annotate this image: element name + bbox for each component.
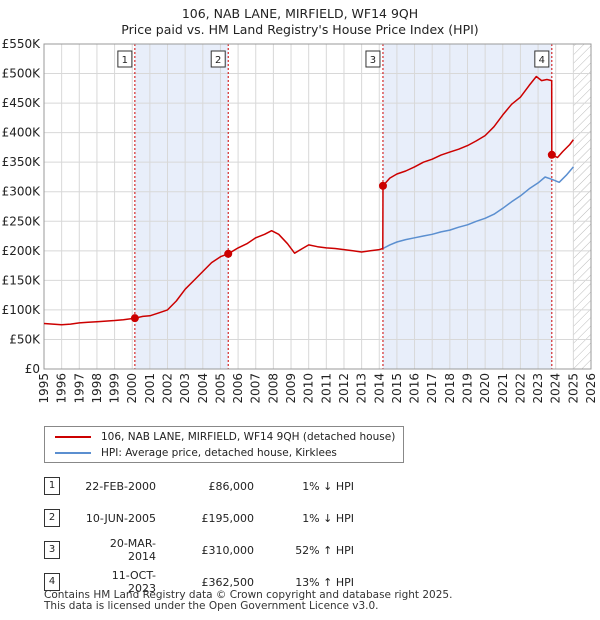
legend-label-hpi: HPI: Average price, detached house, Kirk… bbox=[101, 447, 337, 459]
x-tick-label: 2016 bbox=[408, 373, 422, 404]
plot-frame bbox=[43, 43, 592, 370]
footer-line-1: Contains HM Land Registry data © Crown c… bbox=[44, 589, 453, 601]
chart-title: 106, NAB LANE, MIRFIELD, WF14 9QH bbox=[181, 6, 419, 21]
y-tick-label: £500K bbox=[2, 67, 42, 81]
sale-hpi: 1% ↓ HPI bbox=[302, 511, 354, 525]
sale-badge: 3 bbox=[44, 541, 60, 559]
sale-point bbox=[130, 314, 139, 323]
table-row: 2 10-JUN-2005 £195,000 1% ↓ HPI bbox=[44, 502, 354, 534]
y-tick-label: £100K bbox=[2, 303, 42, 317]
x-tick-label: 2003 bbox=[178, 373, 192, 404]
x-tick-label: 1995 bbox=[37, 373, 51, 404]
sale-point bbox=[224, 249, 233, 258]
sale-point bbox=[378, 181, 387, 190]
x-tick-label: 1999 bbox=[108, 373, 122, 404]
x-tick-label: 2022 bbox=[513, 373, 527, 404]
footer: Contains HM Land Registry data © Crown c… bbox=[44, 590, 452, 612]
x-tick-label: 2025 bbox=[566, 373, 580, 404]
legend: 106, NAB LANE, MIRFIELD, WF14 9QH (detac… bbox=[44, 426, 404, 463]
y-tick-label: £150K bbox=[2, 273, 42, 287]
series-line-hpi bbox=[382, 166, 574, 250]
x-tick-label: 2010 bbox=[302, 373, 316, 404]
legend-item-hpi: HPI: Average price, detached house, Kirk… bbox=[55, 446, 337, 460]
sale-label: 2 bbox=[215, 55, 221, 66]
x-tick-label: 2000 bbox=[125, 373, 139, 404]
series-line-property bbox=[43, 75, 574, 326]
x-tick-label: 1997 bbox=[72, 373, 86, 404]
x-tick-label: 2019 bbox=[460, 373, 474, 404]
y-tick-label: £200K bbox=[2, 244, 42, 258]
y-tick-label: £450K bbox=[2, 96, 42, 110]
sale-price: £310,000 bbox=[201, 543, 255, 557]
x-tick-label: 2014 bbox=[372, 373, 386, 404]
footer-line-2: This data is licensed under the Open Gov… bbox=[44, 600, 379, 612]
y-tick-label: £250K bbox=[2, 214, 42, 228]
sale-price: £362,500 bbox=[201, 575, 255, 589]
x-tick-label: 2026 bbox=[584, 373, 598, 404]
x-tick-label: 2002 bbox=[161, 373, 175, 404]
y-tick-label: £300K bbox=[2, 185, 42, 199]
y-tick-label: £550K bbox=[2, 37, 42, 51]
legend-swatch-property bbox=[55, 436, 91, 438]
y-tick-label: £0 bbox=[25, 362, 40, 376]
sale-date: 20-MAR-2014 bbox=[109, 537, 156, 563]
sale-date: 22-FEB-2000 bbox=[85, 479, 156, 493]
x-tick-label: 2018 bbox=[443, 373, 457, 404]
table-row: 3 20-MAR-2014 £310,000 52% ↑ HPI bbox=[44, 534, 354, 566]
x-tick-label: 2001 bbox=[143, 373, 157, 404]
x-tick-label: 2017 bbox=[425, 373, 439, 404]
sale-date: 11-OCT-2023 bbox=[111, 569, 156, 595]
sale-badge: 4 bbox=[44, 573, 60, 591]
y-tick-label: £400K bbox=[2, 126, 42, 140]
sale-badge: 2 bbox=[44, 509, 60, 527]
sale-label: 4 bbox=[539, 55, 545, 66]
sale-label-box bbox=[534, 50, 550, 68]
x-tick-label: 2015 bbox=[390, 373, 404, 404]
x-tick-label: 2012 bbox=[337, 373, 351, 404]
sale-hpi: 52% ↑ HPI bbox=[295, 543, 354, 557]
sale-price: £195,000 bbox=[201, 511, 255, 525]
sale-hpi: 1% ↓ HPI bbox=[302, 479, 354, 493]
legend-swatch-hpi bbox=[55, 452, 91, 454]
x-tick-label: 1998 bbox=[90, 373, 104, 404]
x-tick-label: 2007 bbox=[249, 373, 263, 404]
x-tick-label: 2024 bbox=[549, 373, 563, 404]
y-tick-label: £50K bbox=[9, 332, 41, 346]
x-tick-label: 2023 bbox=[531, 373, 545, 404]
x-tick-label: 2011 bbox=[319, 373, 333, 404]
sale-price: £86,000 bbox=[208, 479, 255, 493]
x-tick-label: 2006 bbox=[231, 373, 245, 404]
x-tick-label: 2005 bbox=[213, 373, 227, 404]
legend-item-property: 106, NAB LANE, MIRFIELD, WF14 9QH (detac… bbox=[55, 430, 395, 444]
sale-band bbox=[134, 44, 229, 369]
sale-label-box bbox=[210, 50, 226, 68]
x-tick-label: 2021 bbox=[496, 373, 510, 404]
sale-badge: 1 bbox=[44, 477, 60, 495]
table-row: 4 11-OCT-2023 £362,500 13% ↑ HPI bbox=[44, 566, 354, 598]
sale-label-box bbox=[117, 50, 133, 68]
x-tick-label: 2013 bbox=[355, 373, 369, 404]
forecast-hatch bbox=[573, 44, 591, 369]
sale-point bbox=[547, 150, 556, 159]
sales-table: 1 22-FEB-2000 £86,000 1% ↓ HPI 2 10-JUN-… bbox=[44, 470, 354, 598]
sale-hpi: 13% ↑ HPI bbox=[295, 575, 354, 589]
sale-date: 10-JUN-2005 bbox=[85, 511, 156, 525]
price-chart: £0 £50K £100K £150K £200K £250K £300K £350K £400… bbox=[2, 37, 598, 404]
sale-label-box bbox=[365, 50, 381, 68]
sale-label: 1 bbox=[122, 55, 128, 66]
table-row: 1 22-FEB-2000 £86,000 1% ↓ HPI bbox=[44, 470, 354, 502]
chart-subtitle: Price paid vs. HM Land Registry's House … bbox=[121, 22, 479, 37]
x-tick-label: 2008 bbox=[266, 373, 280, 404]
sale-label: 3 bbox=[370, 55, 376, 66]
x-tick-label: 1996 bbox=[55, 373, 69, 404]
legend-label-property: 106, NAB LANE, MIRFIELD, WF14 9QH (detac… bbox=[101, 431, 396, 443]
x-tick-label: 2009 bbox=[284, 373, 298, 404]
x-tick-label: 2004 bbox=[196, 373, 210, 404]
x-tick-label: 2020 bbox=[478, 373, 492, 404]
y-tick-label: £350K bbox=[2, 155, 42, 169]
